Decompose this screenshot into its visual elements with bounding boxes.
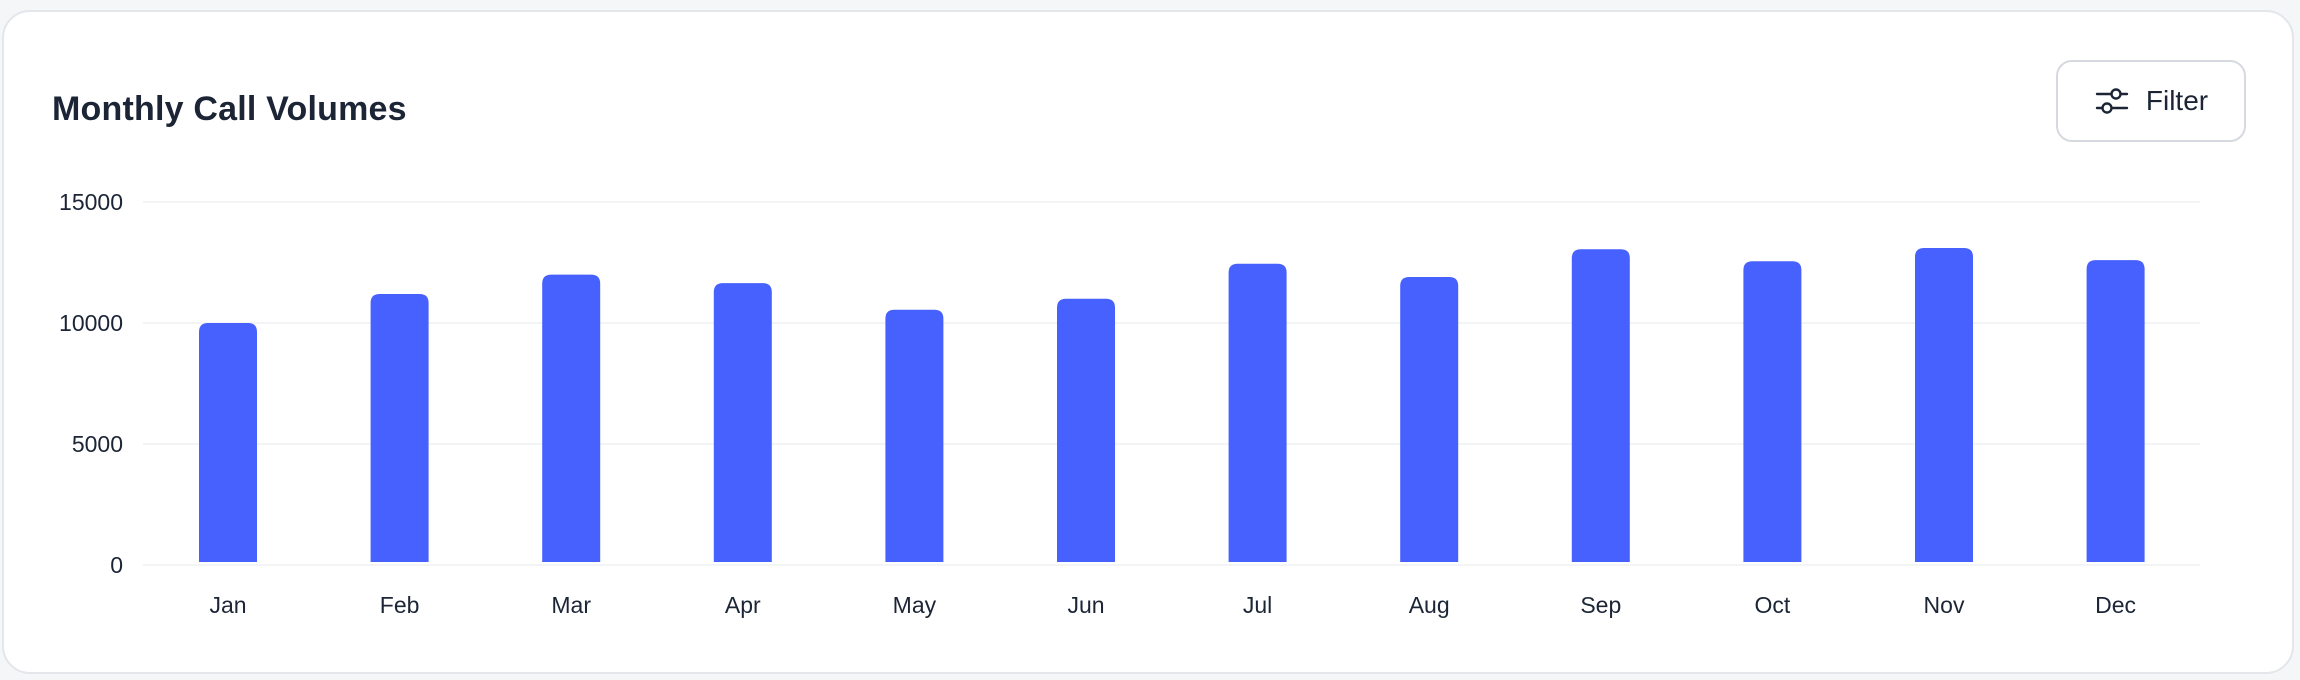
bar-jun[interactable] [1057,298,1115,562]
x-tick-label: Dec [2095,592,2136,618]
chart-title: Monthly Call Volumes [52,90,407,128]
x-tick-label: Jul [1243,592,1272,618]
x-tick-label: Oct [1755,592,1791,618]
y-tick-label: 10000 [59,310,123,336]
x-tick-label: Jan [209,592,246,618]
bar-feb[interactable] [370,293,429,562]
y-axis-ticks: 0 5000 10000 15000 [59,189,123,578]
x-axis-ticks: Jan Feb Mar Apr May Jun Jul Aug Sep Oct Nov Dec [209,592,2136,618]
x-tick-label: Apr [725,592,761,618]
y-tick-label: 0 [110,552,123,578]
y-tick-label: 15000 [59,189,123,215]
x-tick-label: May [893,592,937,618]
bar-dec[interactable] [2086,260,2145,562]
x-tick-label: Sep [1580,592,1621,618]
filter-button-label: Filter [2145,85,2209,116]
x-tick-label: Feb [380,592,420,618]
bar-may[interactable] [885,309,944,562]
grid-lines [143,201,2200,566]
x-tick-label: Jun [1067,592,1104,618]
x-tick-label: Nov [1924,592,1965,618]
y-tick-label: 5000 [72,431,123,457]
filter-button[interactable]: Filter [2056,60,2246,142]
bar-jan[interactable] [199,323,257,562]
bar-jul[interactable] [1228,263,1287,562]
bar-aug[interactable] [1400,277,1459,562]
x-tick-label: Mar [551,592,591,618]
bar-nov[interactable] [1915,247,1973,563]
bar-sep[interactable] [1571,249,1630,562]
bar-apr[interactable] [713,283,772,562]
sliders-icon [2094,83,2130,119]
bar-mar[interactable] [542,274,601,562]
bar-oct[interactable] [1743,261,1802,562]
bars [199,247,2145,563]
x-tick-label: Aug [1409,592,1450,618]
